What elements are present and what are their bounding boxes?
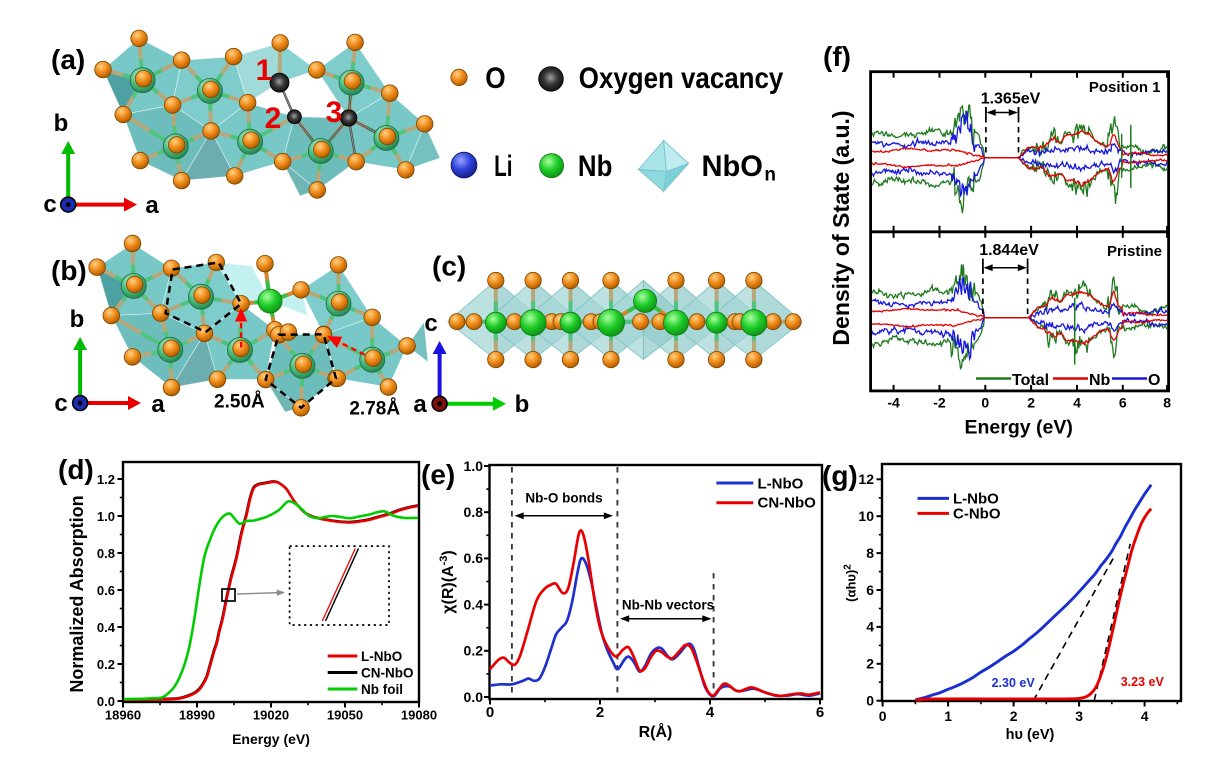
- svg-text:6: 6: [1119, 395, 1127, 411]
- svg-text:(b): (b): [51, 255, 87, 286]
- svg-text:Density of State (a.u.): Density of State (a.u.): [828, 110, 854, 345]
- svg-text:O: O: [485, 62, 505, 95]
- svg-text:0.4: 0.4: [464, 596, 484, 612]
- svg-text:18960: 18960: [105, 708, 141, 723]
- svg-text:0: 0: [866, 693, 874, 709]
- svg-text:R(Å): R(Å): [639, 722, 673, 741]
- svg-text:(e): (e): [421, 459, 455, 490]
- svg-text:1: 1: [256, 54, 273, 87]
- svg-text:O: O: [1148, 372, 1160, 389]
- svg-text:(d): (d): [58, 454, 94, 485]
- svg-text:(αhυ)2: (αhυ)2: [843, 564, 859, 602]
- svg-text:6: 6: [866, 582, 874, 598]
- svg-text:2.50Å: 2.50Å: [214, 392, 265, 413]
- svg-text:0.6: 0.6: [464, 550, 484, 566]
- svg-text:3: 3: [1075, 708, 1083, 724]
- svg-text:(c): (c): [432, 251, 466, 282]
- svg-text:CN-NbO: CN-NbO: [361, 665, 414, 680]
- svg-text:10: 10: [858, 508, 874, 524]
- svg-text:2: 2: [1027, 395, 1035, 411]
- svg-text:19080: 19080: [401, 708, 437, 723]
- svg-text:0.6: 0.6: [97, 583, 115, 598]
- svg-text:12: 12: [858, 471, 874, 487]
- svg-text:0: 0: [981, 395, 989, 411]
- svg-text:4: 4: [866, 619, 874, 635]
- svg-text:a: a: [413, 391, 427, 418]
- svg-text:1.844eV: 1.844eV: [979, 242, 1039, 259]
- svg-text:3.23 eV: 3.23 eV: [1121, 675, 1165, 689]
- svg-text:c: c: [54, 390, 67, 417]
- svg-text:-2: -2: [933, 395, 946, 411]
- svg-text:(g): (g): [822, 460, 858, 491]
- svg-text:C-NbO: C-NbO: [953, 506, 1001, 523]
- svg-text:-4: -4: [887, 395, 900, 411]
- svg-text:2.78Å: 2.78Å: [349, 399, 400, 420]
- svg-text:8: 8: [866, 545, 874, 561]
- svg-text:0.8: 0.8: [464, 504, 484, 520]
- svg-text:0.0: 0.0: [97, 694, 115, 709]
- svg-text:4: 4: [1141, 708, 1149, 724]
- svg-text:6: 6: [816, 704, 824, 721]
- svg-text:CN-NbO: CN-NbO: [758, 495, 817, 512]
- svg-text:Normalized Absorption: Normalized Absorption: [67, 495, 87, 692]
- svg-text:L-NbO: L-NbO: [953, 491, 999, 508]
- svg-text:2.30 eV: 2.30 eV: [992, 676, 1036, 690]
- svg-text:χ(R)(A-3): χ(R)(A-3): [438, 550, 457, 613]
- svg-text:18990: 18990: [179, 708, 215, 723]
- svg-text:0.8: 0.8: [97, 546, 115, 561]
- svg-text:1.2: 1.2: [97, 472, 115, 487]
- svg-text:n: n: [764, 164, 776, 185]
- svg-text:19050: 19050: [327, 708, 363, 723]
- svg-text:0.2: 0.2: [97, 657, 115, 672]
- svg-text:Position 1: Position 1: [1089, 79, 1161, 96]
- svg-text:1.0: 1.0: [464, 458, 484, 474]
- svg-text:3: 3: [326, 96, 343, 129]
- svg-text:c: c: [43, 191, 56, 218]
- svg-text:b: b: [54, 110, 69, 137]
- svg-text:1: 1: [944, 708, 952, 724]
- svg-text:19020: 19020: [253, 708, 289, 723]
- svg-text:0.2: 0.2: [464, 643, 484, 659]
- svg-text:NbO: NbO: [702, 150, 763, 183]
- svg-text:8: 8: [1163, 395, 1171, 411]
- svg-text:2: 2: [1010, 708, 1018, 724]
- svg-text:Energy (eV): Energy (eV): [965, 417, 1073, 439]
- svg-text:Energy (eV): Energy (eV): [232, 731, 310, 747]
- svg-text:Nb foil: Nb foil: [361, 682, 403, 697]
- svg-text:0: 0: [879, 708, 887, 724]
- svg-text:Total: Total: [1012, 372, 1049, 389]
- svg-text:2: 2: [265, 102, 282, 135]
- svg-text:b: b: [515, 391, 530, 418]
- svg-text:Li: Li: [494, 150, 512, 183]
- svg-text:Oxygen vacancy: Oxygen vacancy: [579, 62, 784, 95]
- svg-text:Nb: Nb: [1089, 372, 1111, 389]
- svg-text:(f): (f): [823, 41, 851, 72]
- svg-text:2: 2: [866, 656, 874, 672]
- svg-text:4: 4: [706, 704, 715, 721]
- svg-text:a: a: [145, 192, 159, 219]
- svg-text:(a): (a): [51, 44, 85, 75]
- svg-text:hυ (eV): hυ (eV): [1006, 727, 1055, 743]
- svg-text:Pristine: Pristine: [1107, 243, 1162, 260]
- svg-text:0.4: 0.4: [97, 620, 116, 635]
- svg-text:1.365eV: 1.365eV: [981, 91, 1041, 108]
- svg-text:Nb-Nb vectors: Nb-Nb vectors: [622, 598, 714, 613]
- svg-text:b: b: [70, 306, 85, 333]
- svg-text:2: 2: [596, 704, 604, 721]
- svg-text:Nb-O bonds: Nb-O bonds: [525, 491, 602, 506]
- svg-text:0: 0: [486, 704, 494, 721]
- svg-text:c: c: [424, 310, 437, 337]
- svg-text:1.0: 1.0: [97, 509, 115, 524]
- svg-text:4: 4: [1073, 395, 1081, 411]
- svg-text:L-NbO: L-NbO: [758, 476, 804, 493]
- svg-text:0.0: 0.0: [464, 689, 484, 705]
- svg-text:Nb: Nb: [578, 150, 613, 183]
- svg-text:L-NbO: L-NbO: [361, 649, 402, 664]
- svg-text:a: a: [151, 391, 165, 418]
